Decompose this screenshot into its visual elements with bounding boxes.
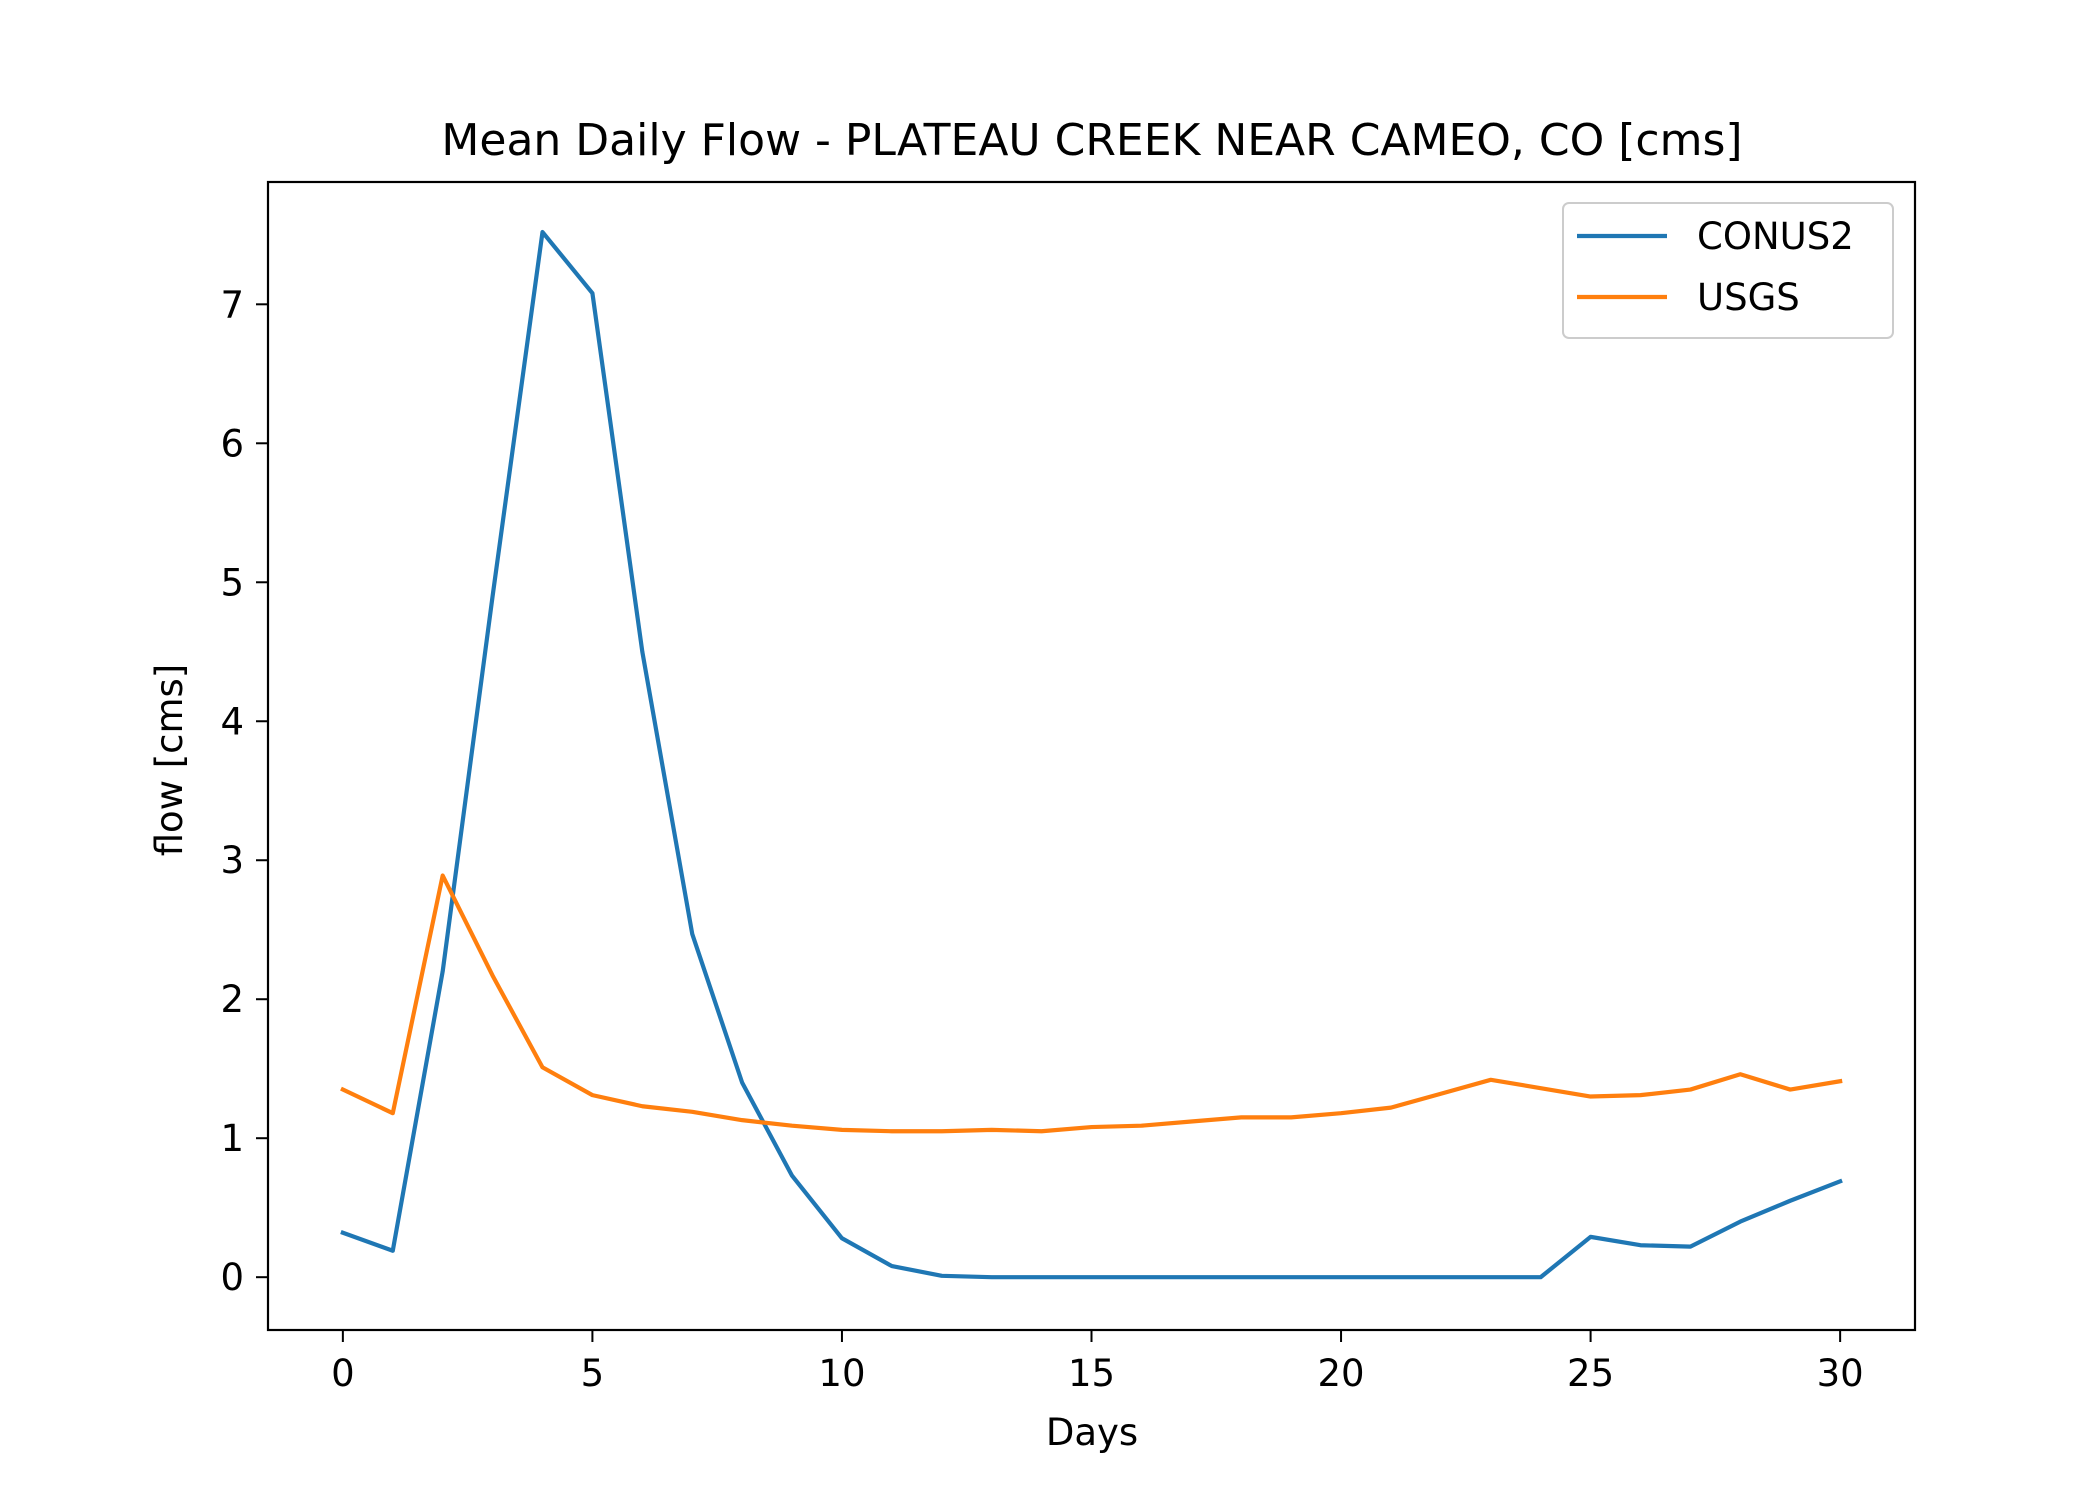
x-tick-label: 25 [1567, 1352, 1614, 1395]
legend-label-conus2: CONUS2 [1697, 215, 1854, 258]
y-tick-label: 0 [220, 1256, 244, 1299]
series-line-usgs [340, 873, 1843, 1134]
plot-area: 0 5 10 15 20 25 30 0 1 2 3 4 5 6 7 [220, 180, 1917, 1395]
y-tick-label: 7 [220, 283, 244, 326]
x-tick-label: 0 [331, 1352, 355, 1395]
legend: CONUS2 USGS [1562, 202, 1894, 339]
x-tick-label: 30 [1817, 1352, 1864, 1395]
y-axis-label: flow [cms] [148, 664, 191, 857]
legend-label-usgs: USGS [1697, 276, 1800, 319]
series-line-conus2 [340, 229, 1843, 1280]
y-tick-label: 2 [220, 978, 244, 1021]
axes-frame [266, 180, 1917, 1332]
x-tick-label: 15 [1068, 1352, 1115, 1395]
chart-title: Mean Daily Flow - PLATEAU CREEK NEAR CAM… [441, 115, 1742, 166]
x-axis-label: Days [1046, 1411, 1138, 1454]
x-tick-label: 20 [1317, 1352, 1364, 1395]
y-tick-label: 4 [220, 700, 244, 743]
x-tick-label: 5 [581, 1352, 605, 1395]
y-tick-label: 1 [220, 1117, 244, 1160]
y-tick-label: 5 [220, 561, 244, 604]
y-tick-label: 3 [220, 839, 244, 882]
x-tick-label: 10 [818, 1352, 865, 1395]
y-tick-label: 6 [220, 422, 244, 465]
